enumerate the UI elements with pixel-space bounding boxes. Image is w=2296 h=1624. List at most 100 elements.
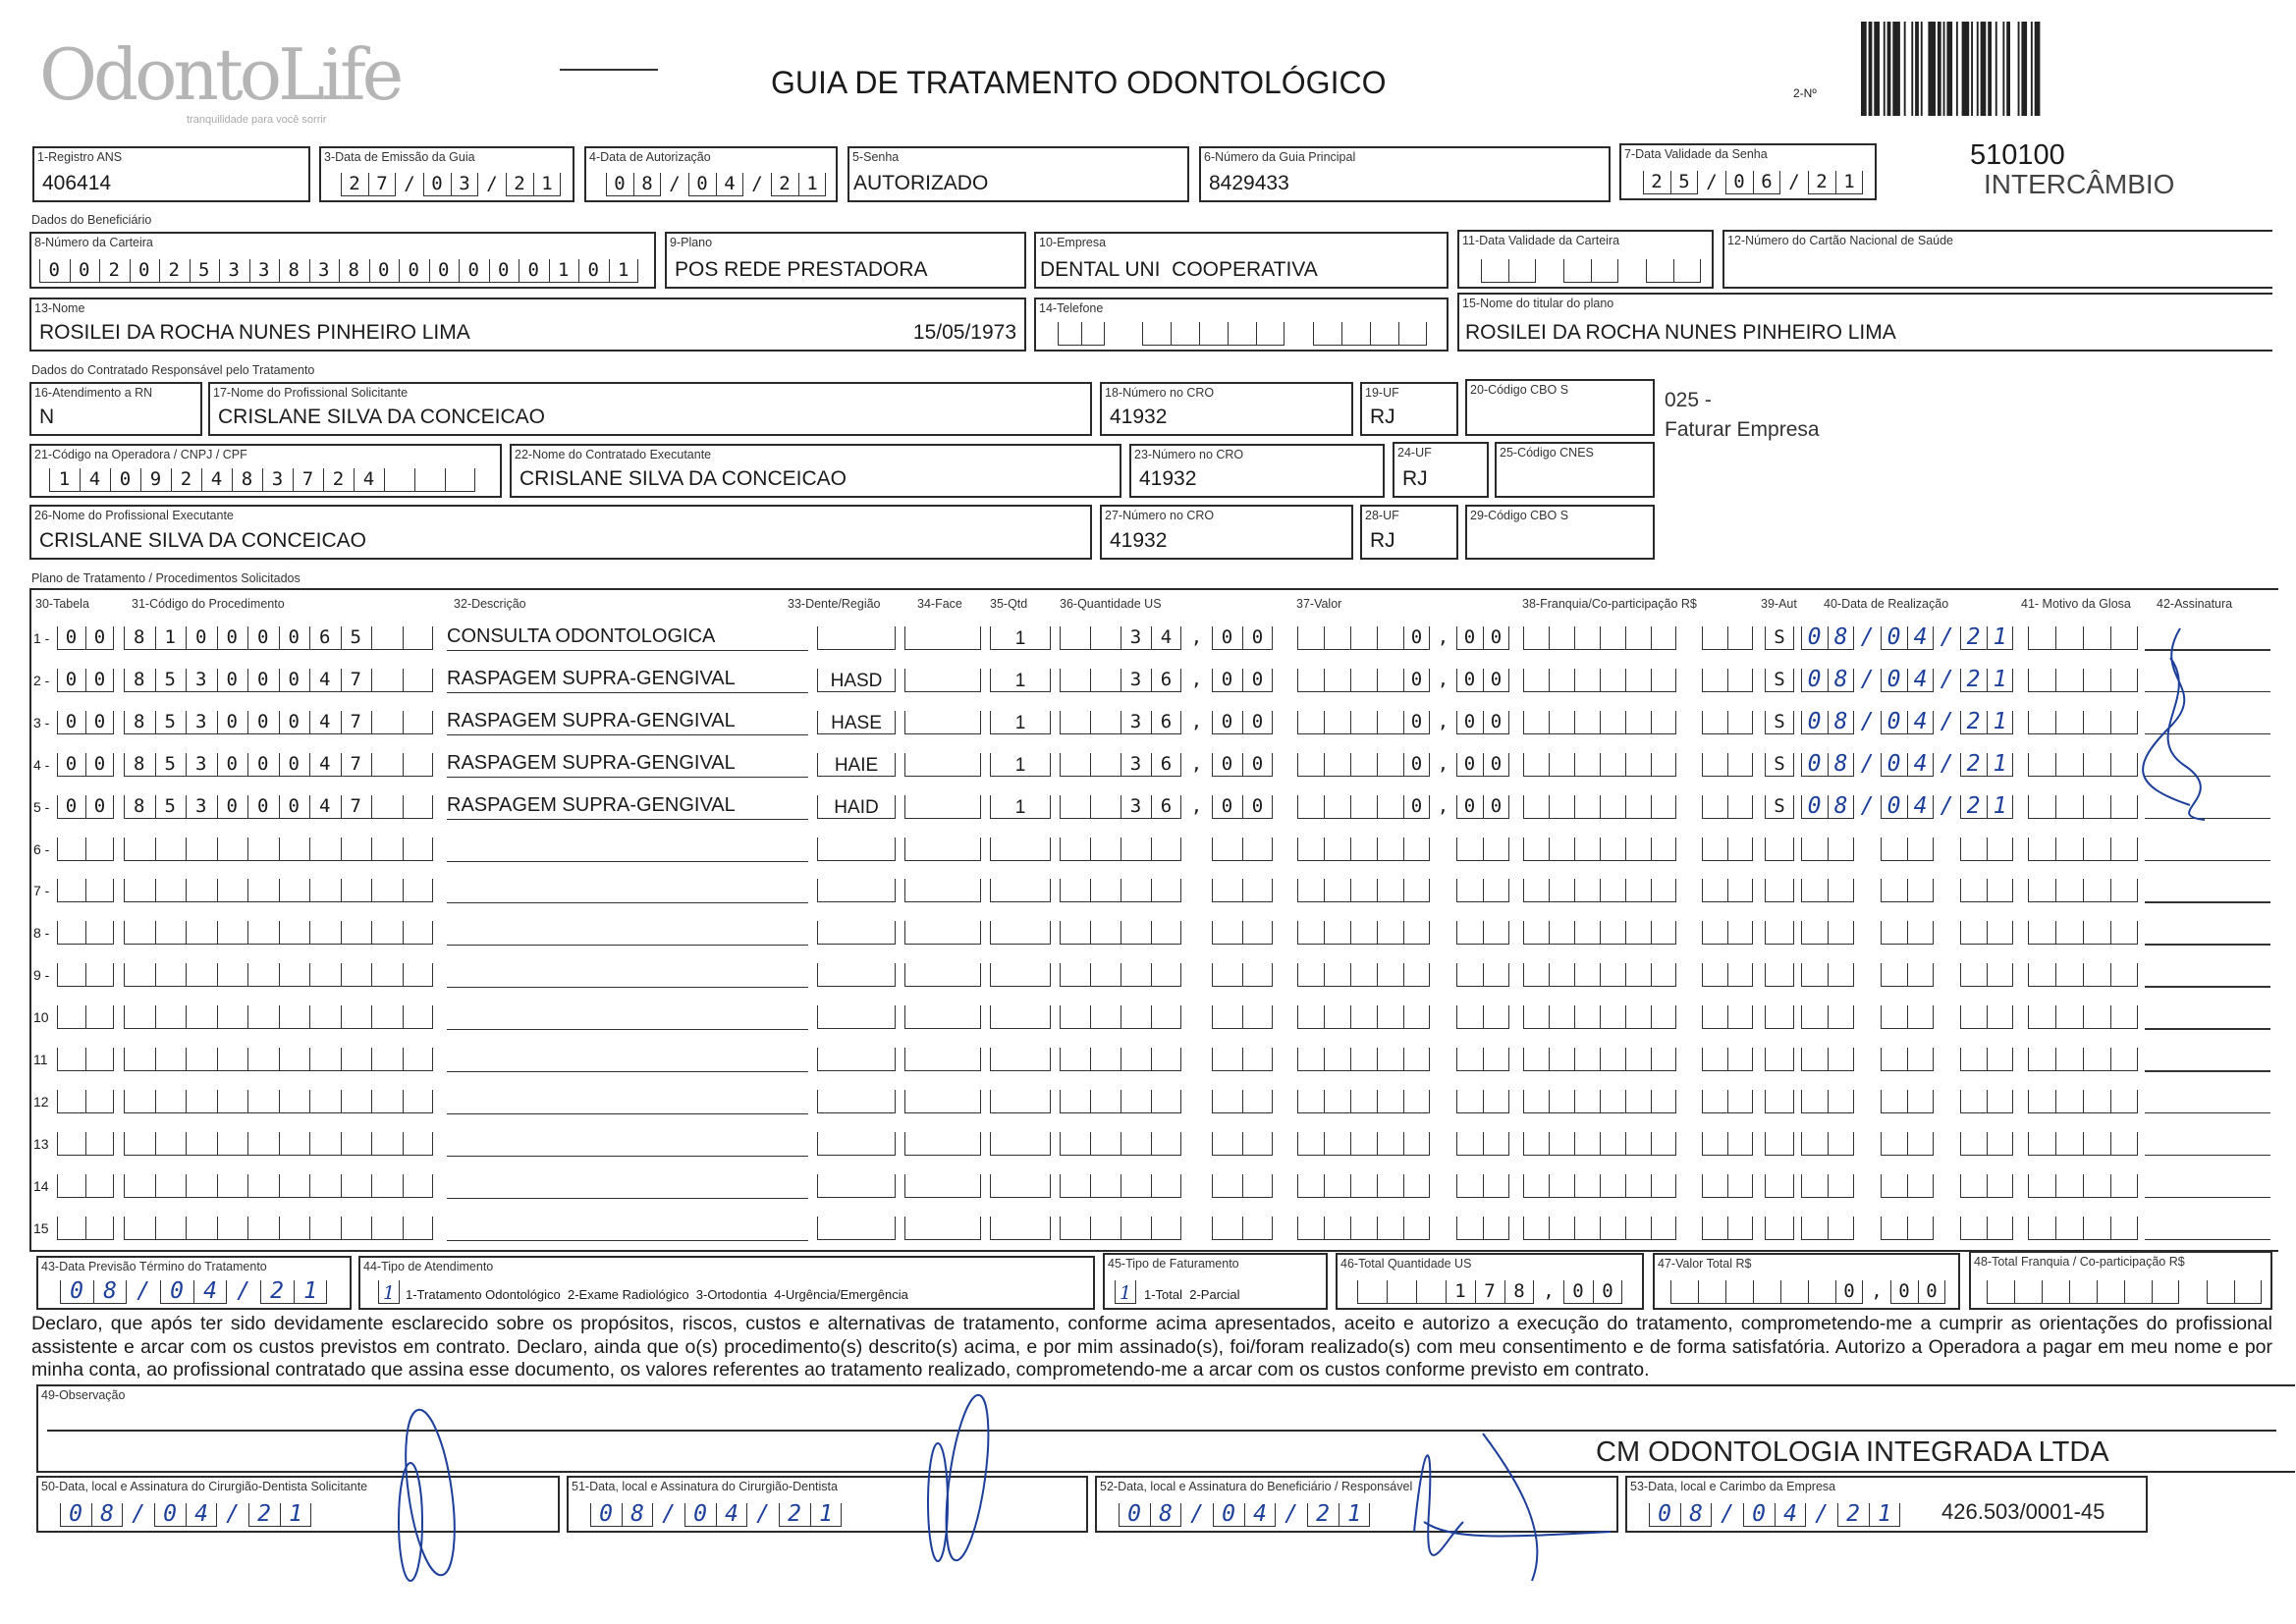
cell-qtd[interactable] — [990, 1131, 1051, 1156]
cell-assinatura[interactable] — [2145, 817, 2270, 820]
cell-valor[interactable] — [1297, 1003, 1509, 1030]
cell-aut[interactable] — [1765, 919, 1794, 946]
cell-glosa[interactable] — [2028, 709, 2138, 734]
cell-dente[interactable]: HASD — [817, 668, 896, 692]
cell-qtd-us[interactable] — [1060, 1003, 1273, 1030]
cell-tabela[interactable]: 00 — [57, 624, 114, 650]
cell-assinatura[interactable] — [2145, 1028, 2270, 1030]
cell-descricao[interactable]: RASPAGEM SUPRA-GENGIVAL — [447, 751, 808, 778]
cell-valor[interactable] — [1297, 877, 1509, 903]
cell-tabela[interactable] — [57, 836, 114, 861]
cell-glosa[interactable] — [2028, 877, 2138, 903]
cell-face[interactable] — [904, 1048, 981, 1071]
senha-value[interactable]: AUTORIZADO — [853, 172, 989, 194]
cell-glosa[interactable] — [2028, 751, 2138, 777]
cell-valor[interactable]: 0,00 — [1297, 793, 1509, 819]
cell-franquia[interactable] — [1523, 1172, 1753, 1198]
cell-descricao[interactable]: RASPAGEM SUPRA-GENGIVAL — [447, 667, 808, 693]
cell-assinatura[interactable] — [2145, 1111, 2270, 1114]
codigo-operadora-input[interactable]: 14092483724 — [49, 466, 475, 492]
previsao-input[interactable]: 08/04/21 — [60, 1278, 327, 1304]
cell-codigo[interactable] — [124, 1172, 433, 1198]
cell-descricao[interactable] — [447, 877, 808, 904]
cell-franquia[interactable] — [1523, 1046, 1753, 1071]
tipo-faturamento-input[interactable]: 1 — [1115, 1280, 1136, 1304]
cell-glosa[interactable] — [2028, 667, 2138, 692]
cell-qtd[interactable]: 1 — [990, 668, 1051, 692]
data-53-input[interactable]: 08/04/21 — [1649, 1501, 1900, 1527]
cell-franquia[interactable] — [1523, 624, 1753, 650]
cell-valor[interactable] — [1297, 961, 1509, 988]
cell-descricao[interactable]: RASPAGEM SUPRA-GENGIVAL — [447, 709, 808, 735]
cell-franquia[interactable] — [1523, 709, 1753, 734]
cell-face[interactable] — [904, 1131, 981, 1156]
total-us-input[interactable]: 178,00 — [1357, 1278, 1622, 1304]
cell-qtd[interactable]: 1 — [990, 626, 1051, 650]
cell-assinatura[interactable] — [2145, 944, 2270, 946]
cell-dente[interactable] — [817, 879, 896, 903]
cell-aut[interactable]: S — [1765, 667, 1794, 692]
cell-qtd-us[interactable]: 34,00 — [1060, 624, 1273, 650]
cell-face[interactable] — [904, 626, 981, 650]
cell-dente[interactable] — [817, 1131, 896, 1156]
cell-codigo[interactable]: 85300047 — [124, 709, 433, 734]
cell-aut[interactable] — [1765, 1003, 1794, 1030]
cell-aut[interactable] — [1765, 961, 1794, 988]
cell-valor[interactable] — [1297, 1215, 1509, 1240]
cell-assinatura[interactable] — [2145, 775, 2270, 778]
cell-face[interactable] — [904, 1005, 981, 1030]
cro-23-value[interactable]: 41932 — [1139, 467, 1197, 490]
cell-dente[interactable]: HAIE — [817, 752, 896, 777]
cell-franquia[interactable] — [1523, 751, 1753, 777]
cell-franquia[interactable] — [1523, 667, 1753, 692]
cell-face[interactable] — [904, 710, 981, 734]
cell-valor[interactable]: 0,00 — [1297, 624, 1509, 650]
cell-codigo[interactable]: 85300047 — [124, 751, 433, 777]
cell-qtd[interactable] — [990, 1089, 1051, 1113]
cell-qtd-us[interactable] — [1060, 1088, 1273, 1113]
cell-face[interactable] — [904, 668, 981, 692]
cell-dente[interactable]: HASE — [817, 710, 896, 734]
cell-qtd[interactable] — [990, 921, 1051, 946]
cell-franquia[interactable] — [1523, 1003, 1753, 1030]
cell-codigo[interactable]: 81000065 — [124, 624, 433, 650]
cell-descricao[interactable] — [447, 919, 808, 947]
cell-codigo[interactable] — [124, 836, 433, 861]
guia-principal-value[interactable]: 8429433 — [1209, 172, 1289, 194]
cell-qtd[interactable] — [990, 879, 1051, 903]
cell-codigo[interactable] — [124, 877, 433, 903]
cell-data[interactable]: 08/04/21 — [1801, 793, 2013, 819]
plano-value[interactable]: POS REDE PRESTADORA — [675, 258, 928, 281]
cell-face[interactable] — [904, 837, 981, 861]
cell-tabela[interactable] — [57, 1215, 114, 1240]
cell-tabela[interactable] — [57, 961, 114, 988]
cro-27-value[interactable]: 41932 — [1110, 529, 1168, 552]
cell-glosa[interactable] — [2028, 919, 2138, 946]
cell-face[interactable] — [904, 1173, 981, 1198]
cell-codigo[interactable] — [124, 1215, 433, 1240]
cell-tabela[interactable] — [57, 1046, 114, 1071]
empresa-value[interactable]: DENTAL UNI COOPERATIVA — [1040, 258, 1318, 281]
cell-glosa[interactable] — [2028, 836, 2138, 861]
telefone-number-input[interactable] — [1142, 320, 1427, 346]
cell-franquia[interactable] — [1523, 1215, 1753, 1240]
cell-tabela[interactable] — [57, 1003, 114, 1030]
cell-assinatura[interactable] — [2145, 732, 2270, 735]
cell-franquia[interactable] — [1523, 919, 1753, 946]
cell-qtd-us[interactable] — [1060, 1046, 1273, 1071]
cell-qtd-us[interactable]: 36,00 — [1060, 709, 1273, 734]
cell-assinatura[interactable] — [2145, 690, 2270, 693]
cell-glosa[interactable] — [2028, 624, 2138, 650]
cell-aut[interactable]: S — [1765, 709, 1794, 734]
cell-dente[interactable] — [817, 963, 896, 988]
cell-descricao[interactable] — [447, 1046, 808, 1072]
validade-senha-input[interactable]: 25/06/21 — [1643, 169, 1863, 194]
cell-qtd-us[interactable] — [1060, 1130, 1273, 1156]
cell-dente[interactable] — [817, 837, 896, 861]
cell-qtd[interactable]: 1 — [990, 710, 1051, 734]
cell-dente[interactable] — [817, 1089, 896, 1113]
cell-qtd[interactable] — [990, 837, 1051, 861]
cell-data[interactable] — [1801, 919, 2013, 946]
cell-aut[interactable] — [1765, 1215, 1794, 1240]
cell-face[interactable] — [904, 1216, 981, 1240]
